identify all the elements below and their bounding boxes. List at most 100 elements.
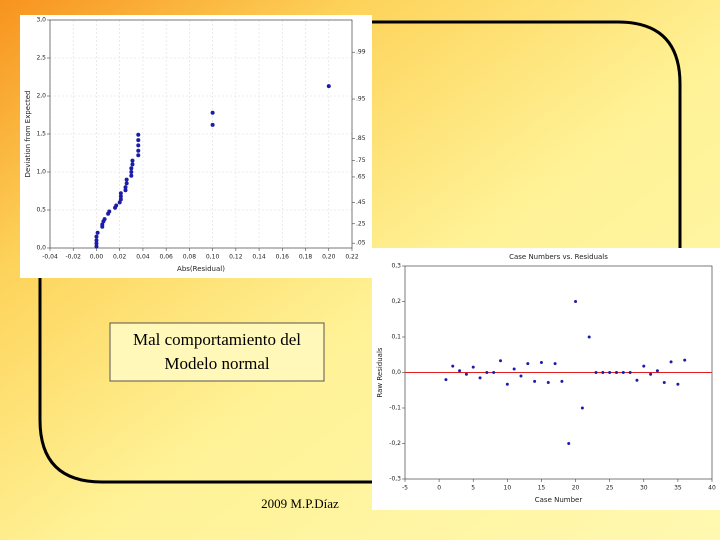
point (136, 143, 141, 148)
point (129, 170, 134, 174)
chart-panel (372, 248, 720, 510)
x-tick-label: 0,18 (299, 254, 313, 261)
point (123, 188, 128, 193)
point (492, 371, 496, 374)
point (662, 380, 666, 384)
y2-tick-label: .99 (356, 49, 366, 56)
y-tick-label: -0,3 (389, 476, 401, 483)
point (123, 185, 128, 190)
point (124, 181, 129, 186)
point (94, 234, 99, 239)
point (553, 362, 557, 366)
x-tick-label: 0,06 (159, 254, 173, 261)
point (118, 191, 123, 196)
caption: Mal comportamiento del (133, 330, 301, 349)
point (601, 371, 605, 374)
x-tick-label: 0,22 (345, 254, 359, 261)
point (608, 371, 612, 374)
chart-panel (20, 15, 372, 278)
point (580, 406, 584, 410)
x-tick-label: 40 (708, 485, 716, 492)
y-tick-label: 0,5 (36, 207, 46, 214)
point (94, 244, 99, 249)
x-tick-label: 30 (640, 485, 648, 492)
x-tick-label: 20 (572, 485, 580, 492)
point (118, 197, 123, 202)
point (642, 364, 646, 368)
point (94, 238, 99, 243)
y-axis-label: Raw Residuals (376, 347, 384, 398)
point (129, 173, 134, 178)
point (136, 132, 141, 137)
point (102, 217, 107, 222)
y-tick-label: 0,0 (36, 245, 46, 252)
y-tick-label: 0,0 (391, 369, 401, 376)
y-tick-label: 0,3 (391, 263, 401, 270)
point (594, 371, 598, 374)
x-tick-label: 0 (437, 485, 441, 492)
y-tick-label: 3,0 (36, 17, 46, 24)
x-tick-label: 0,14 (252, 254, 266, 261)
point (118, 194, 123, 199)
point (614, 371, 618, 374)
point (464, 372, 468, 376)
point (136, 138, 141, 143)
point (451, 364, 455, 368)
plot-frame (49, 19, 353, 249)
point (210, 122, 215, 127)
point (526, 362, 530, 366)
x-tick-label: 25 (606, 485, 614, 492)
x-tick-label: -0,02 (65, 254, 81, 261)
x-tick-label: 0,00 (90, 254, 104, 261)
point (505, 382, 509, 386)
y2-tick-label: .85 (356, 135, 366, 142)
point (478, 376, 482, 380)
y2-tick-label: .75 (356, 157, 366, 164)
point (114, 203, 119, 208)
caption: Modelo normal (164, 354, 270, 373)
x-tick-label: 0,08 (183, 254, 197, 261)
point (130, 158, 135, 163)
point (574, 300, 578, 303)
x-tick-label: -5 (402, 485, 408, 492)
point (107, 209, 112, 214)
y-tick-label: -0,2 (389, 440, 401, 447)
point (587, 335, 591, 339)
point (539, 361, 543, 365)
point (567, 442, 571, 445)
x-tick-label: 0,16 (276, 254, 290, 261)
x-tick-label: 0,02 (113, 254, 127, 261)
x-tick-label: 15 (538, 485, 546, 492)
point (635, 378, 639, 382)
point (519, 374, 523, 378)
point (326, 84, 331, 89)
point (444, 378, 448, 382)
y2-tick-label: .95 (356, 96, 366, 103)
point (683, 358, 687, 362)
point (512, 367, 516, 371)
point (546, 380, 550, 384)
point (533, 379, 537, 383)
point (676, 382, 680, 386)
y-tick-label: 0,2 (391, 298, 401, 305)
point (130, 162, 135, 167)
point (124, 177, 129, 182)
x-tick-label: -0,04 (42, 254, 58, 261)
point (136, 148, 141, 153)
point (485, 371, 489, 374)
point (499, 359, 503, 363)
point (458, 369, 462, 373)
point (621, 371, 625, 374)
y-tick-label: 1,0 (36, 169, 46, 176)
frame (38, 20, 682, 484)
point (560, 379, 564, 383)
point (136, 153, 141, 158)
x-tick-label: 10 (504, 485, 512, 492)
x-axis-label: Abs(Residual) (177, 265, 225, 273)
y2-tick-label: .05 (356, 240, 366, 247)
y2-tick-label: .25 (356, 220, 366, 227)
x-tick-label: 0,20 (322, 254, 336, 261)
point (94, 241, 99, 246)
x-tick-label: 0,04 (136, 254, 150, 261)
